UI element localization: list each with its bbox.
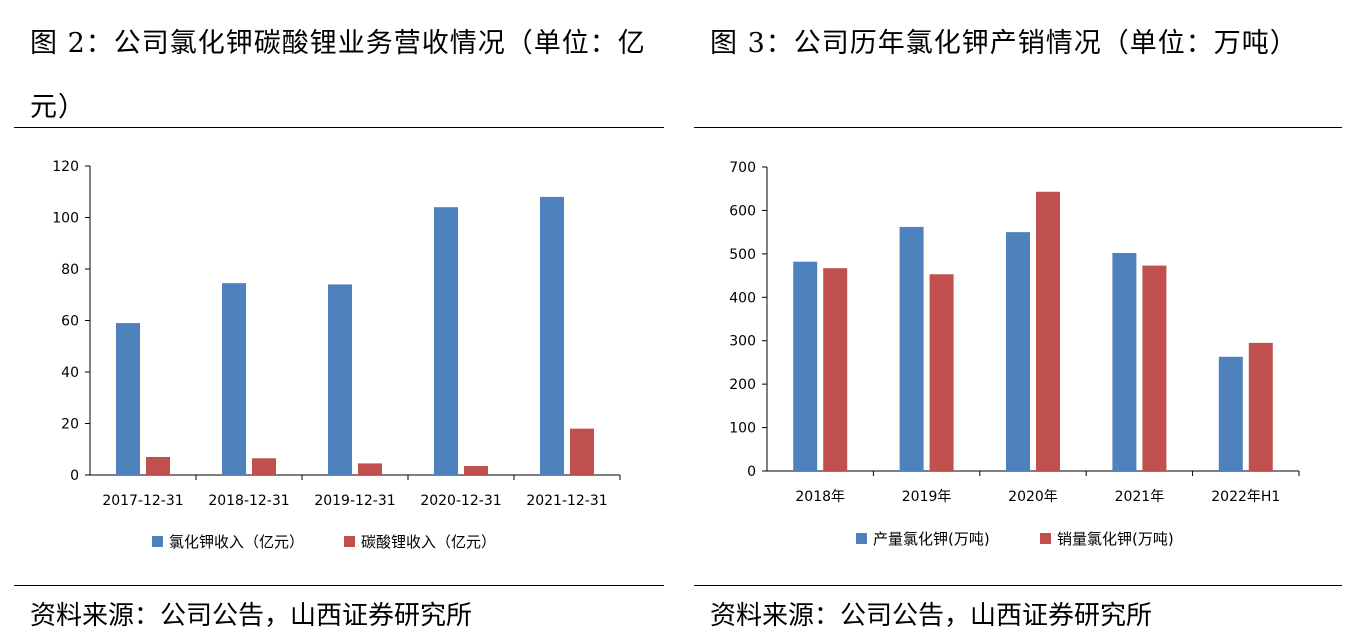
y-tick-label: 500: [729, 247, 756, 263]
x-tick-label: 2017-12-31: [102, 493, 183, 509]
bar: [464, 465, 488, 475]
y-tick-label: 700: [729, 160, 756, 176]
bar: [899, 226, 924, 471]
production-sales-bar-chart: 0 100 200 300 400 500 600 700 2018年 2019年 2020年 202…: [729, 160, 1300, 548]
x-tick-label: 2019年: [902, 489, 952, 505]
bottom-divider: [694, 585, 1342, 586]
y-tick-label: 0: [747, 464, 756, 480]
bar: [823, 268, 848, 471]
bar: [1218, 356, 1243, 471]
revenue-bar-chart: 0 20 40 60 80 100 120 2017-12-31 2018-12-31 2019-…: [52, 159, 621, 551]
bar: [1112, 252, 1137, 471]
bar: [929, 274, 954, 471]
chart-title: 图 2：公司氯化钾碳酸锂业务营收情况（单位：亿元）: [30, 28, 646, 123]
x-tick-label: 2019-12-31: [314, 493, 395, 509]
legend-label: 产量氯化钾(万吨): [873, 530, 990, 548]
bar: [222, 283, 246, 475]
legend-swatch: [152, 536, 163, 547]
bar: [434, 207, 458, 475]
y-tick-label: 120: [52, 159, 79, 175]
bar: [116, 323, 140, 475]
bar: [252, 458, 276, 475]
left-figure-panel: 图 2：公司氯化钾碳酸锂业务营收情况（单位：亿元） 0 20 40 60 80 100 12…: [14, 0, 664, 637]
source-note: 资料来源：公司公告，山西证券研究所: [30, 601, 473, 631]
legend-label: 销量氯化钾(万吨): [1057, 530, 1174, 548]
y-tick-label: 100: [729, 421, 756, 437]
bar: [1142, 265, 1167, 471]
right-figure-panel: 图 3：公司历年氯化钾产销情况（单位：万吨） 0 100 200 300 400 500 6…: [694, 0, 1342, 637]
x-tick-label: 2018年: [795, 489, 845, 505]
y-tick-label: 600: [729, 203, 756, 219]
top-divider: [14, 127, 664, 128]
bar: [793, 261, 818, 471]
y-tick-label: 0: [70, 468, 79, 484]
x-tick-label: 2020-12-31: [420, 493, 501, 509]
legend-swatch: [856, 533, 867, 544]
bar: [1036, 191, 1060, 472]
bar: [328, 284, 352, 475]
legend-swatch: [344, 536, 355, 547]
x-tick-label: 2020年: [1008, 489, 1058, 505]
y-tick-label: 80: [61, 262, 79, 278]
bar: [1006, 232, 1030, 471]
x-tick-label: 2022年H1: [1211, 489, 1280, 505]
bar: [570, 428, 594, 475]
x-tick-label: 2021年: [1115, 489, 1165, 505]
bar: [358, 463, 382, 475]
y-tick-label: 40: [61, 365, 79, 381]
bottom-divider: [14, 585, 664, 586]
legend-label: 氯化钾收入（亿元）: [169, 533, 304, 551]
x-tick-label: 2021-12-31: [526, 493, 607, 509]
bar: [1248, 342, 1273, 471]
bar: [540, 196, 564, 475]
legend-label: 碳酸锂收入（亿元）: [361, 533, 496, 551]
source-note: 资料来源：公司公告，山西证券研究所: [710, 601, 1153, 631]
bar: [146, 456, 170, 475]
legend-swatch: [1040, 533, 1051, 544]
y-tick-label: 20: [61, 417, 79, 433]
top-divider: [694, 127, 1342, 128]
y-tick-label: 300: [729, 334, 756, 350]
chart-title: 图 3：公司历年氯化钾产销情况（单位：万吨）: [710, 28, 1298, 59]
y-tick-label: 400: [729, 290, 756, 306]
y-tick-label: 100: [52, 211, 79, 227]
y-tick-label: 60: [61, 314, 79, 330]
x-tick-label: 2018-12-31: [208, 493, 289, 509]
y-tick-label: 200: [729, 377, 756, 393]
